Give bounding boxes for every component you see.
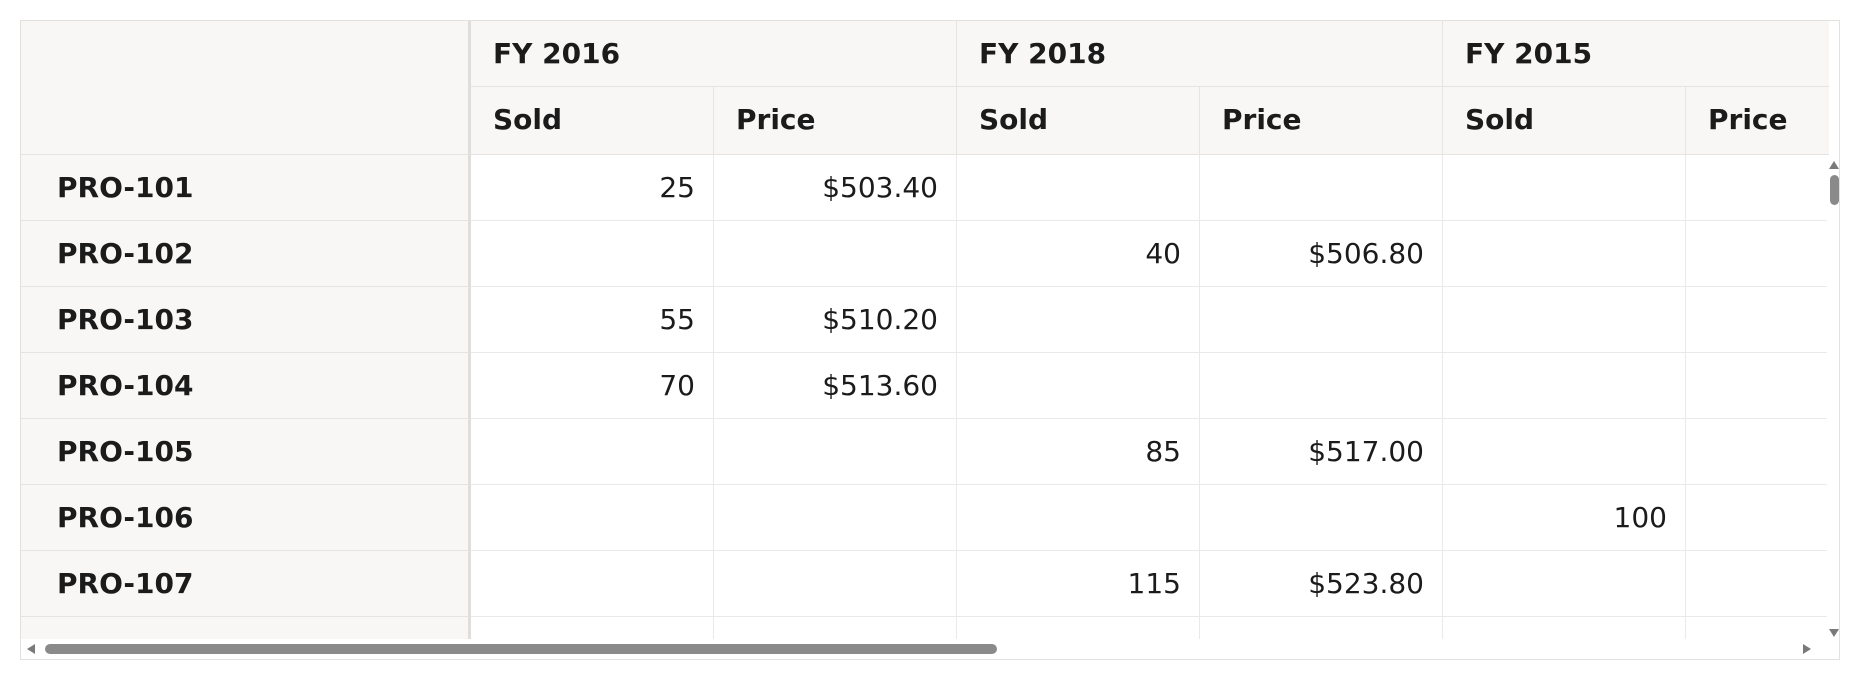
table-cell[interactable] bbox=[957, 287, 1200, 353]
table-cell[interactable] bbox=[1443, 287, 1686, 353]
table-cell[interactable] bbox=[1200, 287, 1443, 353]
row-header[interactable]: PRO-103 bbox=[21, 287, 471, 353]
column-header[interactable]: Sold bbox=[471, 87, 714, 155]
table-cell[interactable] bbox=[1443, 353, 1686, 419]
table-cell[interactable] bbox=[714, 485, 957, 551]
grid-viewport: FY 2016 Sold Price FY 2018 Sold Price FY 2015 S… bbox=[21, 21, 1829, 641]
table-cell[interactable]: $52 bbox=[1686, 485, 1829, 551]
row-header[interactable] bbox=[21, 617, 471, 641]
row-header[interactable]: PRO-104 bbox=[21, 353, 471, 419]
column-header[interactable]: Price bbox=[1686, 87, 1829, 155]
table-cell[interactable] bbox=[714, 551, 957, 617]
table-cell[interactable] bbox=[471, 485, 714, 551]
pivot-grid: FY 2016 Sold Price FY 2018 Sold Price FY 2015 S… bbox=[20, 20, 1840, 660]
table-cell[interactable]: 55 bbox=[471, 287, 714, 353]
column-header[interactable]: Price bbox=[1200, 87, 1443, 155]
table-cell[interactable] bbox=[471, 419, 714, 485]
table-cell[interactable]: $523.80 bbox=[1200, 551, 1443, 617]
table-cell[interactable] bbox=[1200, 353, 1443, 419]
column-group-header[interactable]: FY 2018 bbox=[957, 21, 1443, 87]
corner-header bbox=[21, 21, 471, 155]
table-cell[interactable]: 115 bbox=[957, 551, 1200, 617]
column-header[interactable]: Price bbox=[714, 87, 957, 155]
row-header[interactable]: PRO-105 bbox=[21, 419, 471, 485]
table-cell[interactable] bbox=[1443, 617, 1686, 641]
table-cell[interactable] bbox=[1686, 419, 1829, 485]
vertical-scroll-thumb[interactable] bbox=[1830, 175, 1839, 205]
table-cell[interactable] bbox=[1443, 221, 1686, 287]
row-header[interactable]: PRO-106 bbox=[21, 485, 471, 551]
table-cell[interactable] bbox=[1686, 551, 1829, 617]
table-cell[interactable] bbox=[471, 617, 714, 641]
scroll-left-icon[interactable] bbox=[27, 644, 35, 654]
table-cell[interactable] bbox=[957, 485, 1200, 551]
scroll-down-icon[interactable] bbox=[1829, 629, 1839, 637]
table-cell[interactable]: $510.20 bbox=[714, 287, 957, 353]
table-cell[interactable] bbox=[1200, 155, 1443, 221]
table-cell[interactable] bbox=[471, 551, 714, 617]
table-cell[interactable]: 25 bbox=[471, 155, 714, 221]
column-group-header[interactable]: FY 2015 bbox=[1443, 21, 1829, 87]
table-cell[interactable] bbox=[957, 155, 1200, 221]
table-cell[interactable] bbox=[1686, 221, 1829, 287]
scroll-up-icon[interactable] bbox=[1829, 161, 1839, 169]
table-cell[interactable] bbox=[1686, 353, 1829, 419]
table-cell[interactable]: $517.00 bbox=[1200, 419, 1443, 485]
table-cell[interactable] bbox=[1686, 155, 1829, 221]
table-cell[interactable]: 100 bbox=[1443, 485, 1686, 551]
table-cell[interactable] bbox=[1686, 287, 1829, 353]
table-cell[interactable]: 40 bbox=[957, 221, 1200, 287]
vertical-scrollbar[interactable] bbox=[1827, 157, 1839, 641]
table-cell[interactable] bbox=[1686, 617, 1829, 641]
row-header[interactable]: PRO-107 bbox=[21, 551, 471, 617]
table-cell[interactable] bbox=[957, 617, 1200, 641]
row-header[interactable]: PRO-102 bbox=[21, 221, 471, 287]
row-header[interactable]: PRO-101 bbox=[21, 155, 471, 221]
table-cell[interactable] bbox=[471, 221, 714, 287]
scroll-right-icon[interactable] bbox=[1803, 644, 1811, 654]
column-header[interactable]: Sold bbox=[1443, 87, 1686, 155]
table-cell[interactable] bbox=[1443, 551, 1686, 617]
table-cell[interactable] bbox=[714, 221, 957, 287]
table-cell[interactable] bbox=[1200, 485, 1443, 551]
table-cell[interactable] bbox=[957, 353, 1200, 419]
horizontal-scroll-thumb[interactable] bbox=[45, 644, 997, 654]
table-cell[interactable]: $506.80 bbox=[1200, 221, 1443, 287]
table-cell[interactable] bbox=[1200, 617, 1443, 641]
table-cell[interactable]: $503.40 bbox=[714, 155, 957, 221]
table-cell[interactable] bbox=[1443, 419, 1686, 485]
table-cell[interactable]: $513.60 bbox=[714, 353, 957, 419]
table-cell[interactable]: 70 bbox=[471, 353, 714, 419]
table-cell[interactable]: 85 bbox=[957, 419, 1200, 485]
table-cell[interactable] bbox=[714, 617, 957, 641]
column-header[interactable]: Sold bbox=[957, 87, 1200, 155]
column-group-header[interactable]: FY 2016 bbox=[471, 21, 957, 87]
table-cell[interactable] bbox=[714, 419, 957, 485]
table-cell[interactable] bbox=[1443, 155, 1686, 221]
horizontal-scrollbar[interactable] bbox=[21, 639, 1829, 659]
